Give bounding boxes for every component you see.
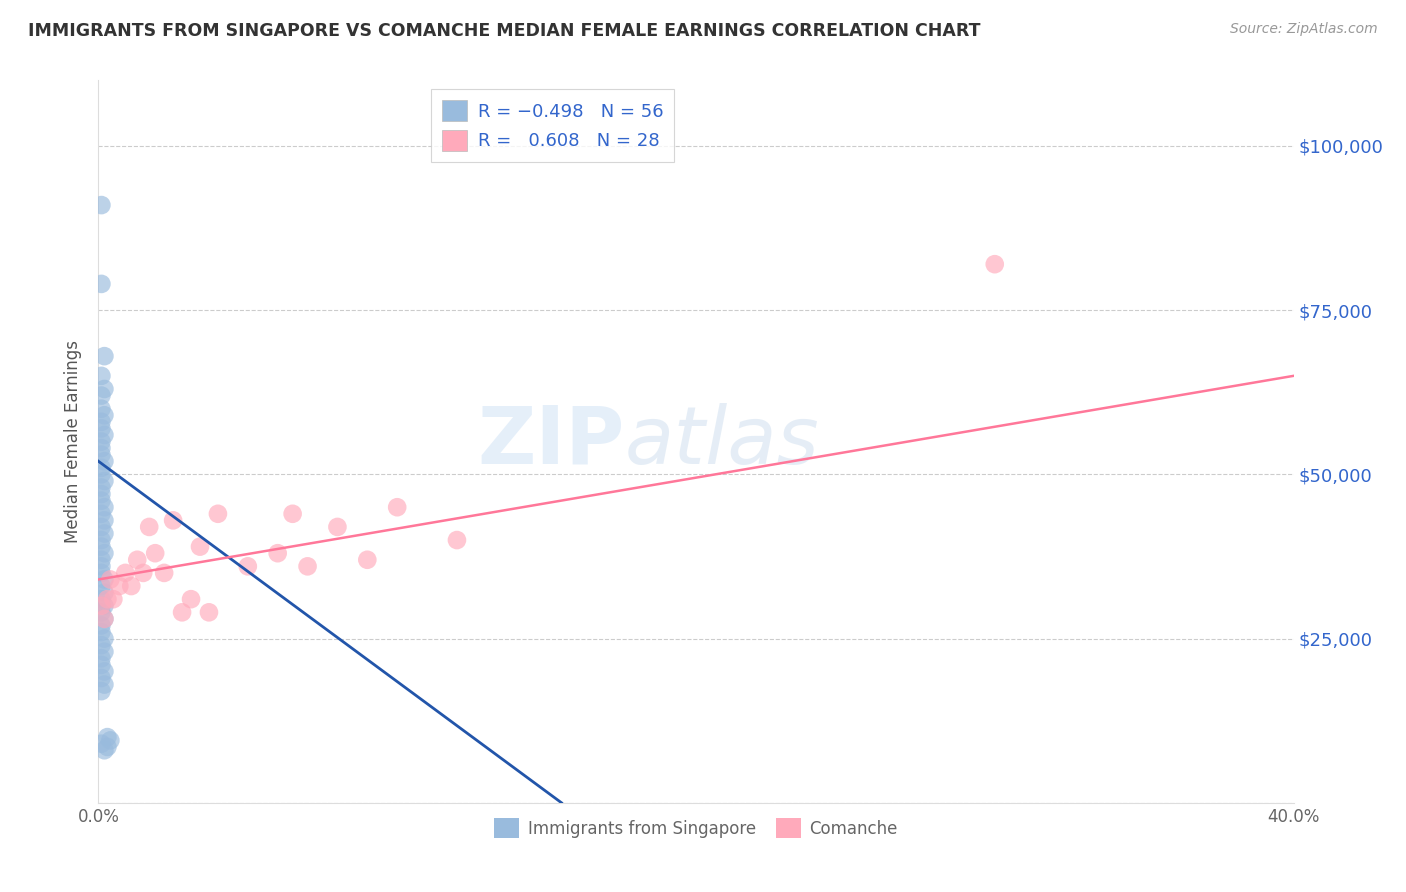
Point	[90, 487, 112, 501]
Point	[90, 566, 112, 580]
Y-axis label: Median Female Earnings: Median Female Earnings	[65, 340, 83, 543]
Point	[90, 657, 112, 672]
Point	[162, 513, 184, 527]
Point	[96, 730, 118, 744]
Point	[90, 493, 112, 508]
Point	[93, 612, 115, 626]
Point	[90, 415, 112, 429]
Point	[153, 566, 176, 580]
Point	[93, 428, 115, 442]
Point	[90, 368, 112, 383]
Point	[103, 592, 125, 607]
Point	[188, 540, 211, 554]
Point	[90, 388, 112, 402]
Point	[90, 579, 112, 593]
Point	[143, 546, 166, 560]
Point	[93, 743, 115, 757]
Point	[90, 553, 112, 567]
Text: atlas: atlas	[624, 402, 820, 481]
Point	[96, 739, 118, 754]
Point	[93, 632, 115, 646]
Point	[96, 592, 118, 607]
Point	[93, 349, 115, 363]
Point	[93, 526, 115, 541]
Point	[446, 533, 468, 547]
Point	[93, 677, 115, 691]
Point	[297, 559, 319, 574]
Point	[90, 421, 112, 435]
Point	[93, 599, 115, 613]
Point	[90, 507, 112, 521]
Point	[93, 573, 115, 587]
Point	[207, 507, 229, 521]
Point	[93, 500, 115, 515]
Point	[90, 618, 112, 632]
Point	[93, 382, 115, 396]
Legend: Immigrants from Singapore, Comanche: Immigrants from Singapore, Comanche	[488, 812, 904, 845]
Point	[198, 605, 221, 619]
Point	[90, 520, 112, 534]
Point	[385, 500, 409, 515]
Point	[90, 533, 112, 547]
Point	[132, 566, 155, 580]
Point	[267, 546, 290, 560]
Point	[90, 599, 112, 613]
Point	[90, 638, 112, 652]
Point	[98, 573, 122, 587]
Point	[93, 645, 115, 659]
Point	[90, 599, 112, 613]
Point	[90, 684, 112, 698]
Point	[356, 553, 378, 567]
Point	[93, 513, 115, 527]
Point	[90, 481, 112, 495]
Point	[93, 474, 115, 488]
Point	[93, 454, 115, 468]
Point	[120, 579, 142, 593]
Point	[98, 733, 122, 747]
Point	[90, 559, 112, 574]
Point	[90, 448, 112, 462]
Point	[90, 625, 112, 640]
Point	[90, 592, 112, 607]
Text: Source: ZipAtlas.com: Source: ZipAtlas.com	[1230, 22, 1378, 37]
Point	[90, 540, 112, 554]
Point	[90, 434, 112, 449]
Point	[180, 592, 202, 607]
Text: ZIP: ZIP	[477, 402, 624, 481]
Point	[114, 566, 136, 580]
Point	[984, 257, 1007, 271]
Point	[93, 665, 115, 679]
Point	[93, 612, 115, 626]
Point	[90, 198, 112, 212]
Text: IMMIGRANTS FROM SINGAPORE VS COMANCHE MEDIAN FEMALE EARNINGS CORRELATION CHART: IMMIGRANTS FROM SINGAPORE VS COMANCHE ME…	[28, 22, 980, 40]
Point	[138, 520, 160, 534]
Point	[108, 579, 131, 593]
Point	[236, 559, 259, 574]
Point	[90, 441, 112, 455]
Point	[281, 507, 304, 521]
Point	[90, 651, 112, 665]
Point	[172, 605, 194, 619]
Point	[90, 467, 112, 482]
Point	[90, 277, 112, 291]
Point	[93, 585, 115, 599]
Point	[90, 605, 112, 619]
Point	[93, 546, 115, 560]
Point	[90, 737, 112, 751]
Point	[93, 409, 115, 423]
Point	[127, 553, 149, 567]
Point	[326, 520, 349, 534]
Point	[90, 401, 112, 416]
Point	[90, 460, 112, 475]
Point	[90, 671, 112, 685]
